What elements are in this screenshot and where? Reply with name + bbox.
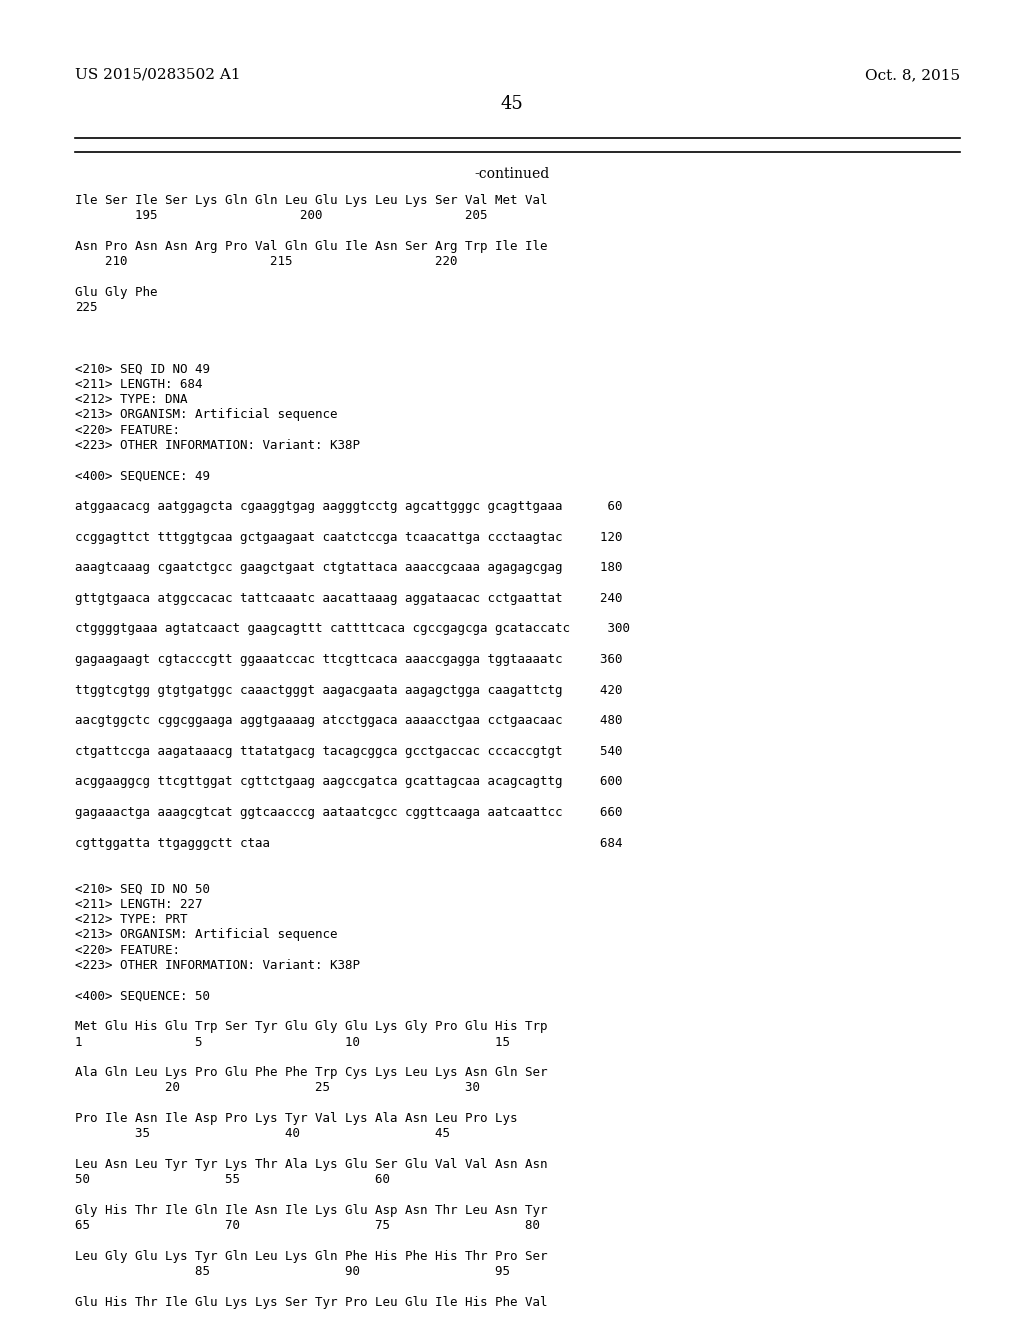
Text: Asn Pro Asn Asn Arg Pro Val Gln Glu Ile Asn Ser Arg Trp Ile Ile: Asn Pro Asn Asn Arg Pro Val Gln Glu Ile …	[75, 240, 548, 253]
Text: <213> ORGANISM: Artificial sequence: <213> ORGANISM: Artificial sequence	[75, 928, 338, 941]
Text: ctgattccga aagataaacg ttatatgacg tacagcggca gcctgaccac cccaccgtgt     540: ctgattccga aagataaacg ttatatgacg tacagcg…	[75, 744, 623, 758]
Text: cgttggatta ttgagggctt ctaa                                            684: cgttggatta ttgagggctt ctaa 684	[75, 837, 623, 850]
Text: 50                  55                  60: 50 55 60	[75, 1173, 390, 1187]
Text: Pro Ile Asn Ile Asp Pro Lys Tyr Val Lys Ala Asn Leu Pro Lys: Pro Ile Asn Ile Asp Pro Lys Tyr Val Lys …	[75, 1111, 517, 1125]
Text: 210                   215                   220: 210 215 220	[75, 255, 458, 268]
Text: 65                  70                  75                  80: 65 70 75 80	[75, 1220, 540, 1232]
Text: <210> SEQ ID NO 49: <210> SEQ ID NO 49	[75, 362, 210, 375]
Text: 85                  90                  95: 85 90 95	[75, 1265, 510, 1278]
Text: <223> OTHER INFORMATION: Variant: K38P: <223> OTHER INFORMATION: Variant: K38P	[75, 438, 360, 451]
Text: Oct. 8, 2015: Oct. 8, 2015	[865, 69, 961, 82]
Text: <212> TYPE: PRT: <212> TYPE: PRT	[75, 913, 187, 927]
Text: <220> FEATURE:: <220> FEATURE:	[75, 424, 180, 437]
Text: aaagtcaaag cgaatctgcc gaagctgaat ctgtattaca aaaccgcaaa agagagcgag     180: aaagtcaaag cgaatctgcc gaagctgaat ctgtatt…	[75, 561, 623, 574]
Text: Leu Asn Leu Tyr Tyr Lys Thr Ala Lys Glu Ser Glu Val Val Asn Asn: Leu Asn Leu Tyr Tyr Lys Thr Ala Lys Glu …	[75, 1158, 548, 1171]
Text: Ile Ser Ile Ser Lys Gln Gln Leu Glu Lys Leu Lys Ser Val Met Val: Ile Ser Ile Ser Lys Gln Gln Leu Glu Lys …	[75, 194, 548, 207]
Text: ttggtcgtgg gtgtgatggc caaactgggt aagacgaata aagagctgga caagattctg     420: ttggtcgtgg gtgtgatggc caaactgggt aagacga…	[75, 684, 623, 697]
Text: <211> LENGTH: 684: <211> LENGTH: 684	[75, 378, 203, 391]
Text: <212> TYPE: DNA: <212> TYPE: DNA	[75, 393, 187, 407]
Text: <210> SEQ ID NO 50: <210> SEQ ID NO 50	[75, 883, 210, 895]
Text: Glu Gly Phe: Glu Gly Phe	[75, 286, 158, 298]
Text: 1               5                   10                  15: 1 5 10 15	[75, 1035, 510, 1048]
Text: <220> FEATURE:: <220> FEATURE:	[75, 944, 180, 957]
Text: ctggggtgaaa agtatcaact gaagcagttt cattttcaca cgccgagcga gcataccatc     300: ctggggtgaaa agtatcaact gaagcagttt catttt…	[75, 623, 630, 635]
Text: Glu His Thr Ile Glu Lys Lys Ser Tyr Pro Leu Glu Ile His Phe Val: Glu His Thr Ile Glu Lys Lys Ser Tyr Pro …	[75, 1296, 548, 1308]
Text: Gly His Thr Ile Gln Ile Asn Ile Lys Glu Asp Asn Thr Leu Asn Tyr: Gly His Thr Ile Gln Ile Asn Ile Lys Glu …	[75, 1204, 548, 1217]
Text: acggaaggcg ttcgttggat cgttctgaag aagccgatca gcattagcaa acagcagttg     600: acggaaggcg ttcgttggat cgttctgaag aagccga…	[75, 775, 623, 788]
Text: gagaagaagt cgtacccgtt ggaaatccac ttcgttcaca aaaccgagga tggtaaaatc     360: gagaagaagt cgtacccgtt ggaaatccac ttcgttc…	[75, 653, 623, 667]
Text: US 2015/0283502 A1: US 2015/0283502 A1	[75, 69, 241, 82]
Text: Met Glu His Glu Trp Ser Tyr Glu Gly Glu Lys Gly Pro Glu His Trp: Met Glu His Glu Trp Ser Tyr Glu Gly Glu …	[75, 1020, 548, 1034]
Text: ccggagttct tttggtgcaa gctgaagaat caatctccga tcaacattga ccctaagtac     120: ccggagttct tttggtgcaa gctgaagaat caatctc…	[75, 531, 623, 544]
Text: aacgtggctc cggcggaaga aggtgaaaag atcctggaca aaaacctgaa cctgaacaac     480: aacgtggctc cggcggaaga aggtgaaaag atcctgg…	[75, 714, 623, 727]
Text: <211> LENGTH: 227: <211> LENGTH: 227	[75, 898, 203, 911]
Text: gttgtgaaca atggccacac tattcaaatc aacattaaag aggataacac cctgaattat     240: gttgtgaaca atggccacac tattcaaatc aacatta…	[75, 591, 623, 605]
Text: <223> OTHER INFORMATION: Variant: K38P: <223> OTHER INFORMATION: Variant: K38P	[75, 960, 360, 972]
Text: Leu Gly Glu Lys Tyr Gln Leu Lys Gln Phe His Phe His Thr Pro Ser: Leu Gly Glu Lys Tyr Gln Leu Lys Gln Phe …	[75, 1250, 548, 1263]
Text: 35                  40                  45: 35 40 45	[75, 1127, 450, 1140]
Text: -continued: -continued	[474, 168, 550, 181]
Text: atggaacacg aatggagcta cgaaggtgag aagggtcctg agcattgggc gcagttgaaa      60: atggaacacg aatggagcta cgaaggtgag aagggtc…	[75, 500, 623, 513]
Text: 20                  25                  30: 20 25 30	[75, 1081, 480, 1094]
Text: <400> SEQUENCE: 50: <400> SEQUENCE: 50	[75, 990, 210, 1003]
Text: gagaaactga aaagcgtcat ggtcaacccg aataatcgcc cggttcaaga aatcaattcc     660: gagaaactga aaagcgtcat ggtcaacccg aataatc…	[75, 807, 623, 818]
Text: Ala Gln Leu Lys Pro Glu Phe Phe Trp Cys Lys Leu Lys Asn Gln Ser: Ala Gln Leu Lys Pro Glu Phe Phe Trp Cys …	[75, 1067, 548, 1080]
Text: <400> SEQUENCE: 49: <400> SEQUENCE: 49	[75, 470, 210, 482]
Text: 225: 225	[75, 301, 97, 314]
Text: 45: 45	[501, 95, 523, 114]
Text: <213> ORGANISM: Artificial sequence: <213> ORGANISM: Artificial sequence	[75, 408, 338, 421]
Text: 195                   200                   205: 195 200 205	[75, 210, 487, 222]
